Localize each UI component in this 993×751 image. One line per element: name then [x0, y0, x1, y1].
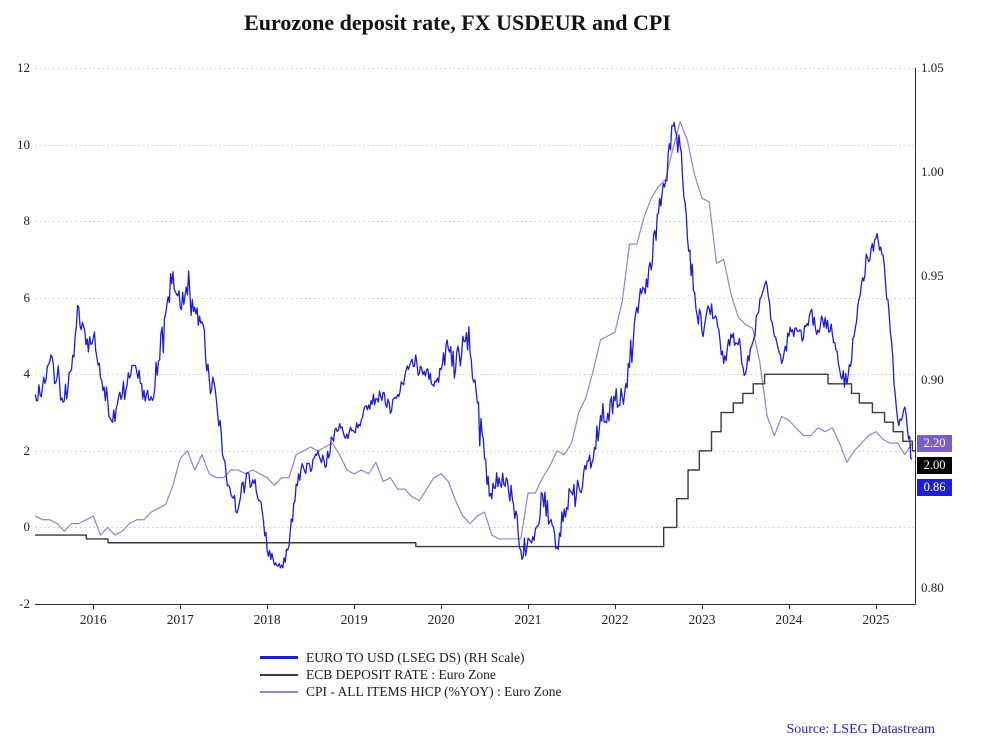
- legend-label-cpi-hicp: CPI - ALL ITEMS HICP (%YOY) : Euro Zone: [306, 683, 562, 699]
- euro-to-usd-line-swatch: [260, 656, 298, 659]
- right-axis-tick-label: 0.95: [921, 268, 944, 283]
- x-axis-tick-label: 2018: [253, 612, 281, 627]
- cpi-hicp-line-swatch: [260, 690, 298, 693]
- right-axis-tick-label: 0.90: [921, 372, 944, 387]
- left-axis-tick-label: 6: [23, 289, 31, 305]
- end-value-badge: 2.20: [917, 434, 952, 452]
- source-attribution: Source: LSEG Datastream: [786, 722, 935, 737]
- right-axis-tick-label: 1.00: [921, 164, 944, 179]
- x-axis-tick-label: 2021: [514, 612, 542, 627]
- legend-item-euro-to-usd: EURO TO USD (LSEG DS) (RH Scale): [260, 649, 561, 666]
- ecb-deposit-rate-line-swatch: [260, 673, 298, 676]
- left-axis-tick-label: 10: [17, 136, 30, 152]
- x-axis-tick-label: 2019: [340, 612, 368, 627]
- x-axis-tick-label: 2024: [775, 612, 803, 627]
- end-value-badge: 2.00: [917, 456, 952, 474]
- x-axis-tick-label: 2025: [862, 612, 890, 627]
- left-axis-tick-label: 8: [23, 213, 31, 229]
- x-axis-tick-label: 2023: [688, 612, 716, 627]
- left-axis-tick-label: -2: [19, 596, 30, 611]
- left-axis-tick-label: 4: [23, 366, 31, 382]
- left-axis-tick-label: 12: [17, 60, 30, 75]
- legend-item-cpi-hicp: CPI - ALL ITEMS HICP (%YOY) : Euro Zone: [260, 683, 561, 700]
- legend-label-euro-to-usd: EURO TO USD (LSEG DS) (RH Scale): [306, 649, 525, 665]
- legend-label-ecb-deposit-rate: ECB DEPOSIT RATE : Euro Zone: [306, 666, 496, 682]
- right-axis-tick-label: 0.80: [921, 580, 944, 595]
- end-value-badge: 0.86: [917, 478, 952, 496]
- x-axis-tick-label: 2022: [601, 612, 629, 627]
- x-axis-tick-label: 2016: [79, 612, 107, 627]
- x-axis-tick-label: 2017: [166, 612, 194, 627]
- legend-item-ecb-deposit-rate: ECB DEPOSIT RATE : Euro Zone: [260, 666, 561, 683]
- left-axis-tick-label: 0: [23, 519, 31, 535]
- x-axis-tick-label: 2020: [427, 612, 455, 627]
- legend: EURO TO USD (LSEG DS) (RH Scale) ECB DEP…: [260, 649, 561, 700]
- left-axis-tick-label: 2: [23, 442, 31, 458]
- right-axis-tick-label: 1.05: [921, 60, 944, 75]
